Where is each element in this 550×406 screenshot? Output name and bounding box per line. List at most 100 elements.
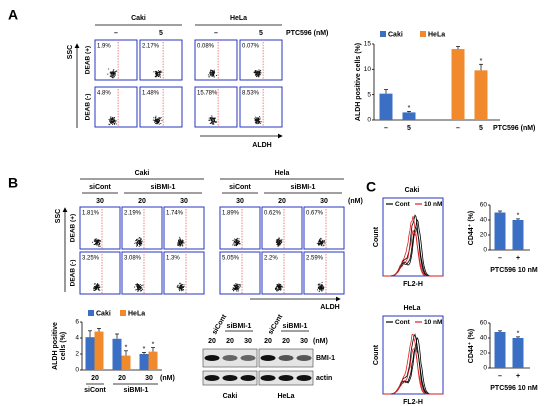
event-dot	[96, 287, 98, 289]
event-dot	[136, 284, 138, 286]
event-dot	[108, 118, 110, 120]
event-dot	[156, 73, 158, 75]
event-dot	[157, 72, 159, 74]
event-dot	[258, 76, 260, 78]
event-dot	[211, 70, 213, 72]
event-dot	[178, 238, 181, 240]
event-dot	[233, 238, 235, 240]
event-dot	[111, 122, 113, 124]
y-tick-label: 0	[483, 247, 487, 254]
event-dot	[113, 117, 115, 119]
significance-star: *	[143, 346, 146, 353]
event-dot	[320, 240, 322, 242]
event-dot	[157, 120, 159, 122]
protein-band	[278, 375, 294, 381]
event-dot	[322, 245, 324, 247]
event-dot	[258, 70, 260, 72]
event-dot	[237, 241, 239, 243]
event-dot	[137, 241, 139, 243]
event-dot	[254, 118, 256, 120]
event-dot	[141, 285, 143, 287]
event-dot	[97, 241, 99, 243]
event-dot	[277, 244, 279, 246]
flow-plot	[219, 206, 261, 250]
event-dot	[138, 245, 140, 248]
event-dot	[276, 240, 278, 242]
event-dot	[211, 116, 213, 118]
panel-letter: C	[366, 179, 376, 195]
x-tick-label: 20	[91, 375, 99, 382]
event-dot	[215, 74, 218, 77]
event-dot	[112, 121, 114, 123]
event-dot	[95, 241, 97, 243]
event-dot	[138, 288, 140, 291]
event-dot	[108, 68, 110, 70]
event-dot	[159, 119, 161, 121]
event-dot	[276, 239, 278, 241]
event-dot	[154, 122, 157, 124]
y-axis-title: CD44⁺ (%)	[467, 211, 475, 245]
event-dot	[134, 242, 136, 244]
event-dot	[210, 116, 212, 119]
event-dot	[140, 245, 142, 247]
event-dot	[255, 123, 257, 125]
event-dot	[99, 286, 101, 288]
event-dot	[320, 289, 322, 291]
event-dot	[319, 241, 321, 243]
event-dot	[113, 76, 115, 78]
event-dot	[237, 287, 239, 289]
event-dot	[316, 243, 318, 245]
event-dot	[235, 285, 237, 287]
event-dot	[156, 123, 158, 125]
event-dot	[182, 290, 184, 292]
cell-title: HeLa	[403, 305, 420, 312]
event-dot	[179, 236, 181, 238]
event-dot	[181, 239, 183, 241]
event-dot	[178, 289, 180, 291]
event-dot	[96, 244, 98, 246]
unit-label: (nM)	[348, 198, 363, 205]
event-dot	[138, 242, 140, 244]
event-dot	[279, 239, 281, 241]
event-dot	[176, 286, 178, 288]
event-dot	[96, 238, 98, 240]
event-dot	[234, 284, 236, 286]
event-dot	[319, 287, 321, 289]
event-dot	[179, 286, 182, 288]
event-dot	[318, 290, 320, 292]
flow-plot	[121, 251, 163, 295]
event-dot	[259, 116, 261, 118]
event-dot	[93, 243, 95, 246]
event-dot	[138, 237, 140, 239]
protein-band	[260, 375, 276, 381]
event-dot	[98, 239, 100, 241]
event-dot	[324, 242, 326, 244]
y-axis-title: cells (%)	[60, 332, 67, 360]
event-dot	[215, 120, 217, 122]
event-dot	[158, 74, 160, 76]
event-dot	[259, 118, 261, 120]
event-dot	[114, 74, 116, 77]
row-label: DEAB (-)	[70, 260, 77, 287]
event-dot	[99, 245, 101, 247]
gate-percentage: 3.25%	[82, 256, 100, 262]
event-dot	[318, 284, 320, 286]
event-dot	[153, 71, 155, 73]
event-dot	[321, 242, 323, 245]
event-dot	[211, 121, 213, 123]
x-axis-label: FL2-H	[403, 399, 423, 406]
event-dot	[208, 76, 210, 78]
event-dot	[237, 237, 239, 239]
event-dot	[278, 243, 280, 245]
event-dot	[232, 287, 234, 289]
protein-band	[204, 375, 220, 381]
legend-label: Cont	[395, 319, 411, 326]
event-dot	[182, 245, 184, 247]
histogram-curve	[383, 229, 443, 277]
event-dot	[232, 244, 234, 246]
event-dot	[178, 243, 180, 245]
treatment-label: PTC596 (nM)	[493, 125, 535, 132]
event-dot	[96, 240, 98, 242]
event-dot	[323, 244, 325, 246]
